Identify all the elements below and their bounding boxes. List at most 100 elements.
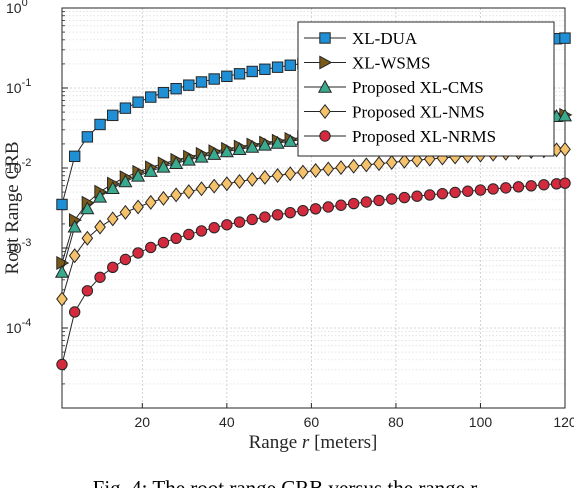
data-point [107, 261, 119, 274]
data-point [436, 187, 449, 200]
figure-caption: Fig. 4: The root range CRB versus the ra… [92, 476, 482, 488]
data-point [284, 207, 296, 219]
data-point [322, 161, 335, 177]
data-point [183, 79, 195, 91]
data-point [183, 228, 195, 241]
data-point [246, 213, 258, 226]
data-point [360, 196, 373, 208]
data-point [538, 179, 550, 191]
data-point [170, 232, 182, 244]
data-point [195, 225, 208, 237]
data-point [297, 205, 309, 217]
data-point [245, 139, 260, 153]
data-point [145, 241, 157, 254]
data-point [208, 222, 220, 234]
data-point [559, 32, 571, 44]
data-point [157, 236, 170, 249]
legend-entry: XL-WSMS [304, 54, 430, 73]
data-point [145, 91, 157, 103]
data-point [347, 197, 360, 210]
data-point [284, 166, 297, 182]
legend-entry: Proposed XL-NMS [304, 103, 485, 122]
x-tick-label: 80 [388, 414, 404, 430]
legend-marker [319, 32, 331, 44]
data-point [424, 189, 436, 201]
y-tick-label: 10-4 [6, 317, 31, 336]
legend-entry: XL-DUA [304, 29, 418, 48]
legend-marker [319, 130, 331, 142]
data-point [56, 358, 68, 371]
data-point [94, 271, 106, 283]
data-point [68, 150, 81, 163]
data-point [207, 146, 222, 160]
data-point [283, 133, 298, 147]
legend-label: XL-DUA [352, 29, 418, 48]
data-point [68, 306, 81, 318]
crb-chart: 20 40 60 80 100 120 100 10-1 10-2 10-3 10-4 Range… [2, 0, 574, 453]
data-point [67, 219, 82, 233]
data-point [373, 194, 385, 207]
legend-label: XL-WSMS [352, 54, 430, 73]
data-point [322, 201, 334, 213]
data-point [373, 156, 385, 172]
data-point [170, 83, 182, 95]
data-point [347, 158, 360, 174]
data-point [144, 194, 157, 210]
data-point [559, 141, 571, 157]
data-point [221, 70, 233, 83]
data-point [259, 63, 271, 75]
data-point [487, 183, 499, 195]
x-tick-label: 120 [553, 414, 574, 430]
data-point [119, 204, 132, 220]
data-point [360, 157, 373, 173]
x-tick-label: 20 [135, 414, 151, 430]
data-point [81, 285, 94, 297]
data-point [56, 198, 68, 211]
data-point [170, 187, 182, 203]
x-tick-label: 60 [304, 414, 320, 430]
data-point [68, 248, 81, 264]
data-point [80, 201, 95, 215]
data-point [81, 131, 94, 143]
data-point [181, 152, 196, 166]
data-point [257, 137, 272, 151]
data-point [309, 203, 322, 215]
data-point [474, 184, 487, 196]
data-point [132, 247, 144, 259]
data-point [105, 181, 120, 195]
legend: XL-DUA XL-WSMS Proposed XL-CMS Proposed XL-… [297, 21, 555, 157]
legend-marker [319, 55, 333, 70]
legend-marker [319, 103, 331, 120]
legend-entry: Proposed XL-NRMS [304, 127, 496, 146]
data-point [132, 96, 144, 108]
data-point [81, 230, 94, 246]
data-point [559, 177, 571, 189]
data-point [297, 164, 309, 180]
data-point [335, 160, 347, 176]
data-point [398, 153, 411, 169]
data-point [169, 156, 184, 169]
data-point [119, 102, 132, 114]
y-tick-label: 10-3 [6, 237, 31, 256]
data-point [118, 174, 133, 188]
data-point [208, 178, 221, 194]
data-point [270, 135, 285, 149]
data-point [219, 144, 234, 158]
data-point [221, 219, 233, 231]
x-axis-label: Range r [meters] [249, 432, 378, 453]
data-point [557, 108, 573, 122]
legend-entry: Proposed XL-CMS [304, 78, 484, 97]
data-point [271, 61, 284, 73]
y-tick-label: 10-2 [6, 157, 31, 176]
legend-label: Proposed XL-NMS [352, 103, 485, 122]
data-point [131, 168, 146, 182]
data-point [512, 181, 525, 193]
data-point [411, 152, 423, 168]
data-point [271, 167, 284, 184]
legend-label: Proposed XL-CMS [352, 78, 484, 97]
data-point [335, 199, 347, 211]
data-point [233, 173, 246, 189]
data-point [385, 154, 398, 170]
y-tick-label: 100 [6, 0, 28, 16]
data-point [106, 211, 119, 227]
